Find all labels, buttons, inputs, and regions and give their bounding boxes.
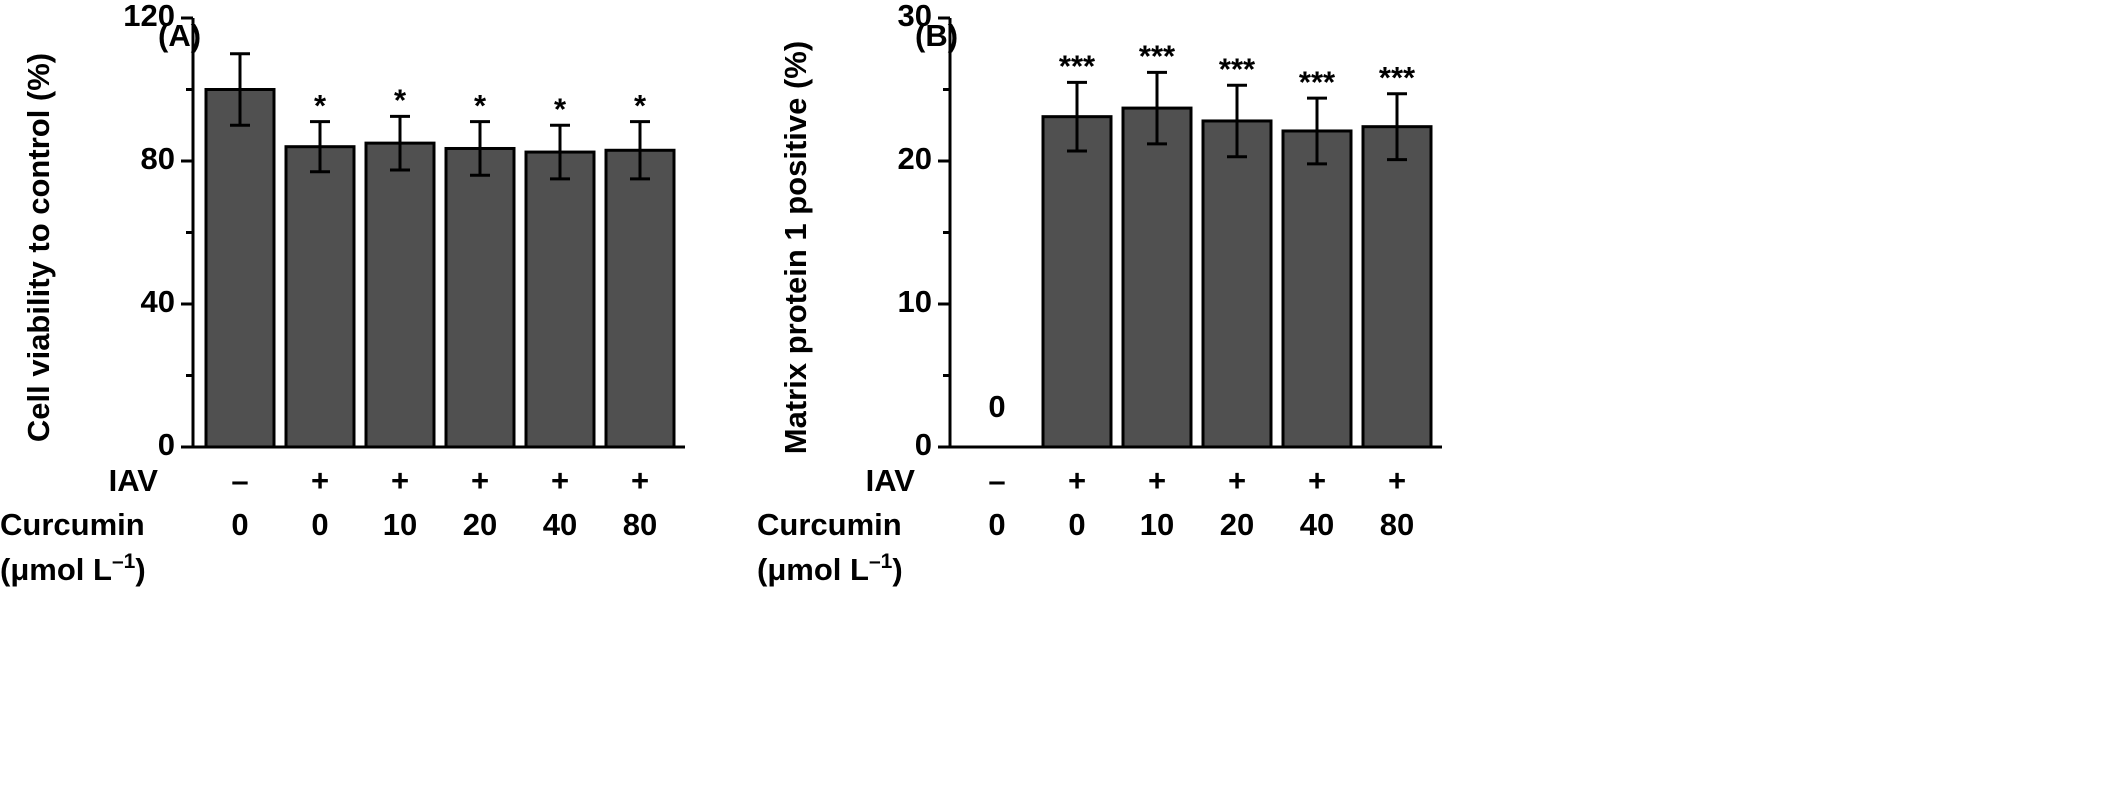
iav-label: +	[1308, 463, 1326, 498]
unit-text: (μmol L	[757, 552, 869, 587]
row-label: Curcumin	[757, 507, 902, 542]
unit-label: (μmol L–1)	[757, 550, 903, 588]
panel: 0 40 80 120 Cell viability to control (%) (A)…	[0, 0, 685, 587]
value-label: 0	[988, 389, 1005, 424]
iav-label: +	[1228, 463, 1246, 498]
x-tick-label: 20	[463, 507, 497, 542]
significance: *	[474, 88, 487, 123]
y-tick-label: 20	[898, 141, 932, 176]
x-tick-label: 40	[1300, 507, 1334, 542]
error-bar	[550, 123, 570, 181]
iav-label: +	[1388, 463, 1406, 498]
x-tick-label: 20	[1220, 507, 1254, 542]
significance: ***	[1139, 39, 1176, 74]
error-bar	[1147, 70, 1167, 146]
significance: ***	[1299, 64, 1336, 99]
row-label: IAV	[109, 463, 159, 498]
significance: ***	[1379, 60, 1416, 95]
error-bar	[1307, 96, 1327, 166]
error-bar	[470, 120, 490, 177]
iav-label: –	[988, 463, 1005, 498]
y-tick-label: 30	[898, 0, 932, 33]
x-tick-label: 10	[1140, 507, 1174, 542]
unit-text: )	[892, 552, 902, 587]
bar	[364, 141, 436, 449]
x-tick-label: 80	[623, 507, 657, 542]
bar	[524, 150, 596, 449]
bar	[1361, 125, 1433, 449]
iav-label: +	[391, 463, 409, 498]
y-axis-label: Matrix protein 1 positive (%)	[778, 41, 813, 454]
x-tick-label: 0	[988, 507, 1005, 542]
iav-label: +	[1068, 463, 1086, 498]
bar	[604, 148, 676, 449]
bar	[1121, 106, 1193, 449]
iav-label: +	[311, 463, 329, 498]
bar	[284, 145, 356, 449]
unit-text: (μmol L	[0, 552, 112, 587]
bar	[204, 88, 276, 449]
panel-label: (A)	[158, 18, 201, 53]
error-bar	[230, 52, 250, 127]
x-tick-label: 80	[1380, 507, 1414, 542]
error-bar	[1067, 80, 1087, 153]
unit-text: )	[135, 552, 145, 587]
error-bar	[1227, 83, 1247, 159]
error-bar	[310, 120, 330, 174]
bar	[444, 146, 516, 449]
y-tick-label: 40	[141, 284, 175, 319]
y-tick-label: 0	[158, 427, 175, 462]
x-tick-label: 40	[543, 507, 577, 542]
bar	[1201, 119, 1273, 449]
panel-label: (B)	[915, 18, 958, 53]
y-tick-label: 0	[915, 427, 932, 462]
iav-label: +	[1148, 463, 1166, 498]
significance: *	[314, 88, 327, 123]
iav-label: –	[231, 463, 248, 498]
y-tick-label: 10	[898, 284, 932, 319]
unit-sup: –1	[112, 550, 136, 573]
significance: *	[634, 88, 647, 123]
error-bar	[390, 114, 410, 172]
row-label: IAV	[866, 463, 916, 498]
x-tick-label: 10	[383, 507, 417, 542]
error-bar	[1387, 92, 1407, 162]
iav-label: +	[631, 463, 649, 498]
x-tick-label: 0	[311, 507, 328, 542]
y-axis-label: Cell viability to control (%)	[21, 53, 56, 442]
significance: *	[554, 91, 567, 126]
row-label: Curcumin	[0, 507, 145, 542]
significance: ***	[1059, 49, 1096, 84]
unit-label: (μmol L–1)	[0, 550, 146, 588]
x-tick-label: 0	[231, 507, 248, 542]
bar	[1041, 115, 1113, 449]
error-bar	[630, 120, 650, 181]
y-tick-label: 80	[141, 141, 175, 176]
x-tick-label: 0	[1068, 507, 1085, 542]
significance: ***	[1219, 51, 1256, 86]
iav-label: +	[551, 463, 569, 498]
bar	[1281, 129, 1353, 449]
iav-label: +	[471, 463, 489, 498]
panel: 0 10 20 30 Matrix protein 1 positive (%) (B) I…	[757, 0, 1442, 587]
unit-sup: –1	[869, 550, 893, 573]
y-tick-label: 120	[123, 0, 175, 33]
significance: *	[394, 83, 407, 118]
